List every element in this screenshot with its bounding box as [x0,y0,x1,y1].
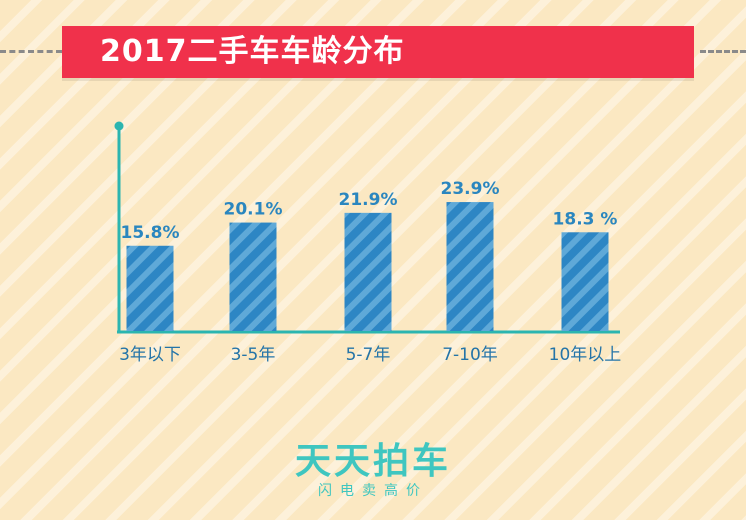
brand-logo-name: 天天拍车 [294,441,451,482]
category-label-2: 5-7年 [346,345,391,365]
data-label-4: 18.3 % [553,209,618,229]
bar-chart: 3年以下 3-5年 5-7年 7-10年 10年以上 15.8% 20.1% 21.9% 23… [114,121,622,365]
bar-2 [344,212,392,331]
category-label-4: 10年以上 [549,345,622,365]
data-label-2: 21.9% [339,190,398,210]
category-label-1: 3-5年 [231,345,276,365]
data-label-1: 20.1% [224,200,283,220]
dashed-rule-right [700,50,746,53]
bar-0 [126,245,174,331]
bar-3 [446,202,494,331]
data-label-0: 15.8% [121,223,180,243]
dashed-rule-left [0,50,62,53]
category-label-3: 7-10年 [442,345,498,365]
data-label-3: 23.9% [441,179,500,199]
y-axis-cap-dot [114,121,124,131]
bar-1 [229,222,277,331]
category-label-0: 3年以下 [119,345,181,365]
brand-tagline: 闪电卖高价 [318,483,428,499]
title-banner: 2017二手车车龄分布 [62,26,694,78]
chart-title: 2017二手车车龄分布 [100,34,405,69]
bar-4 [561,232,609,331]
